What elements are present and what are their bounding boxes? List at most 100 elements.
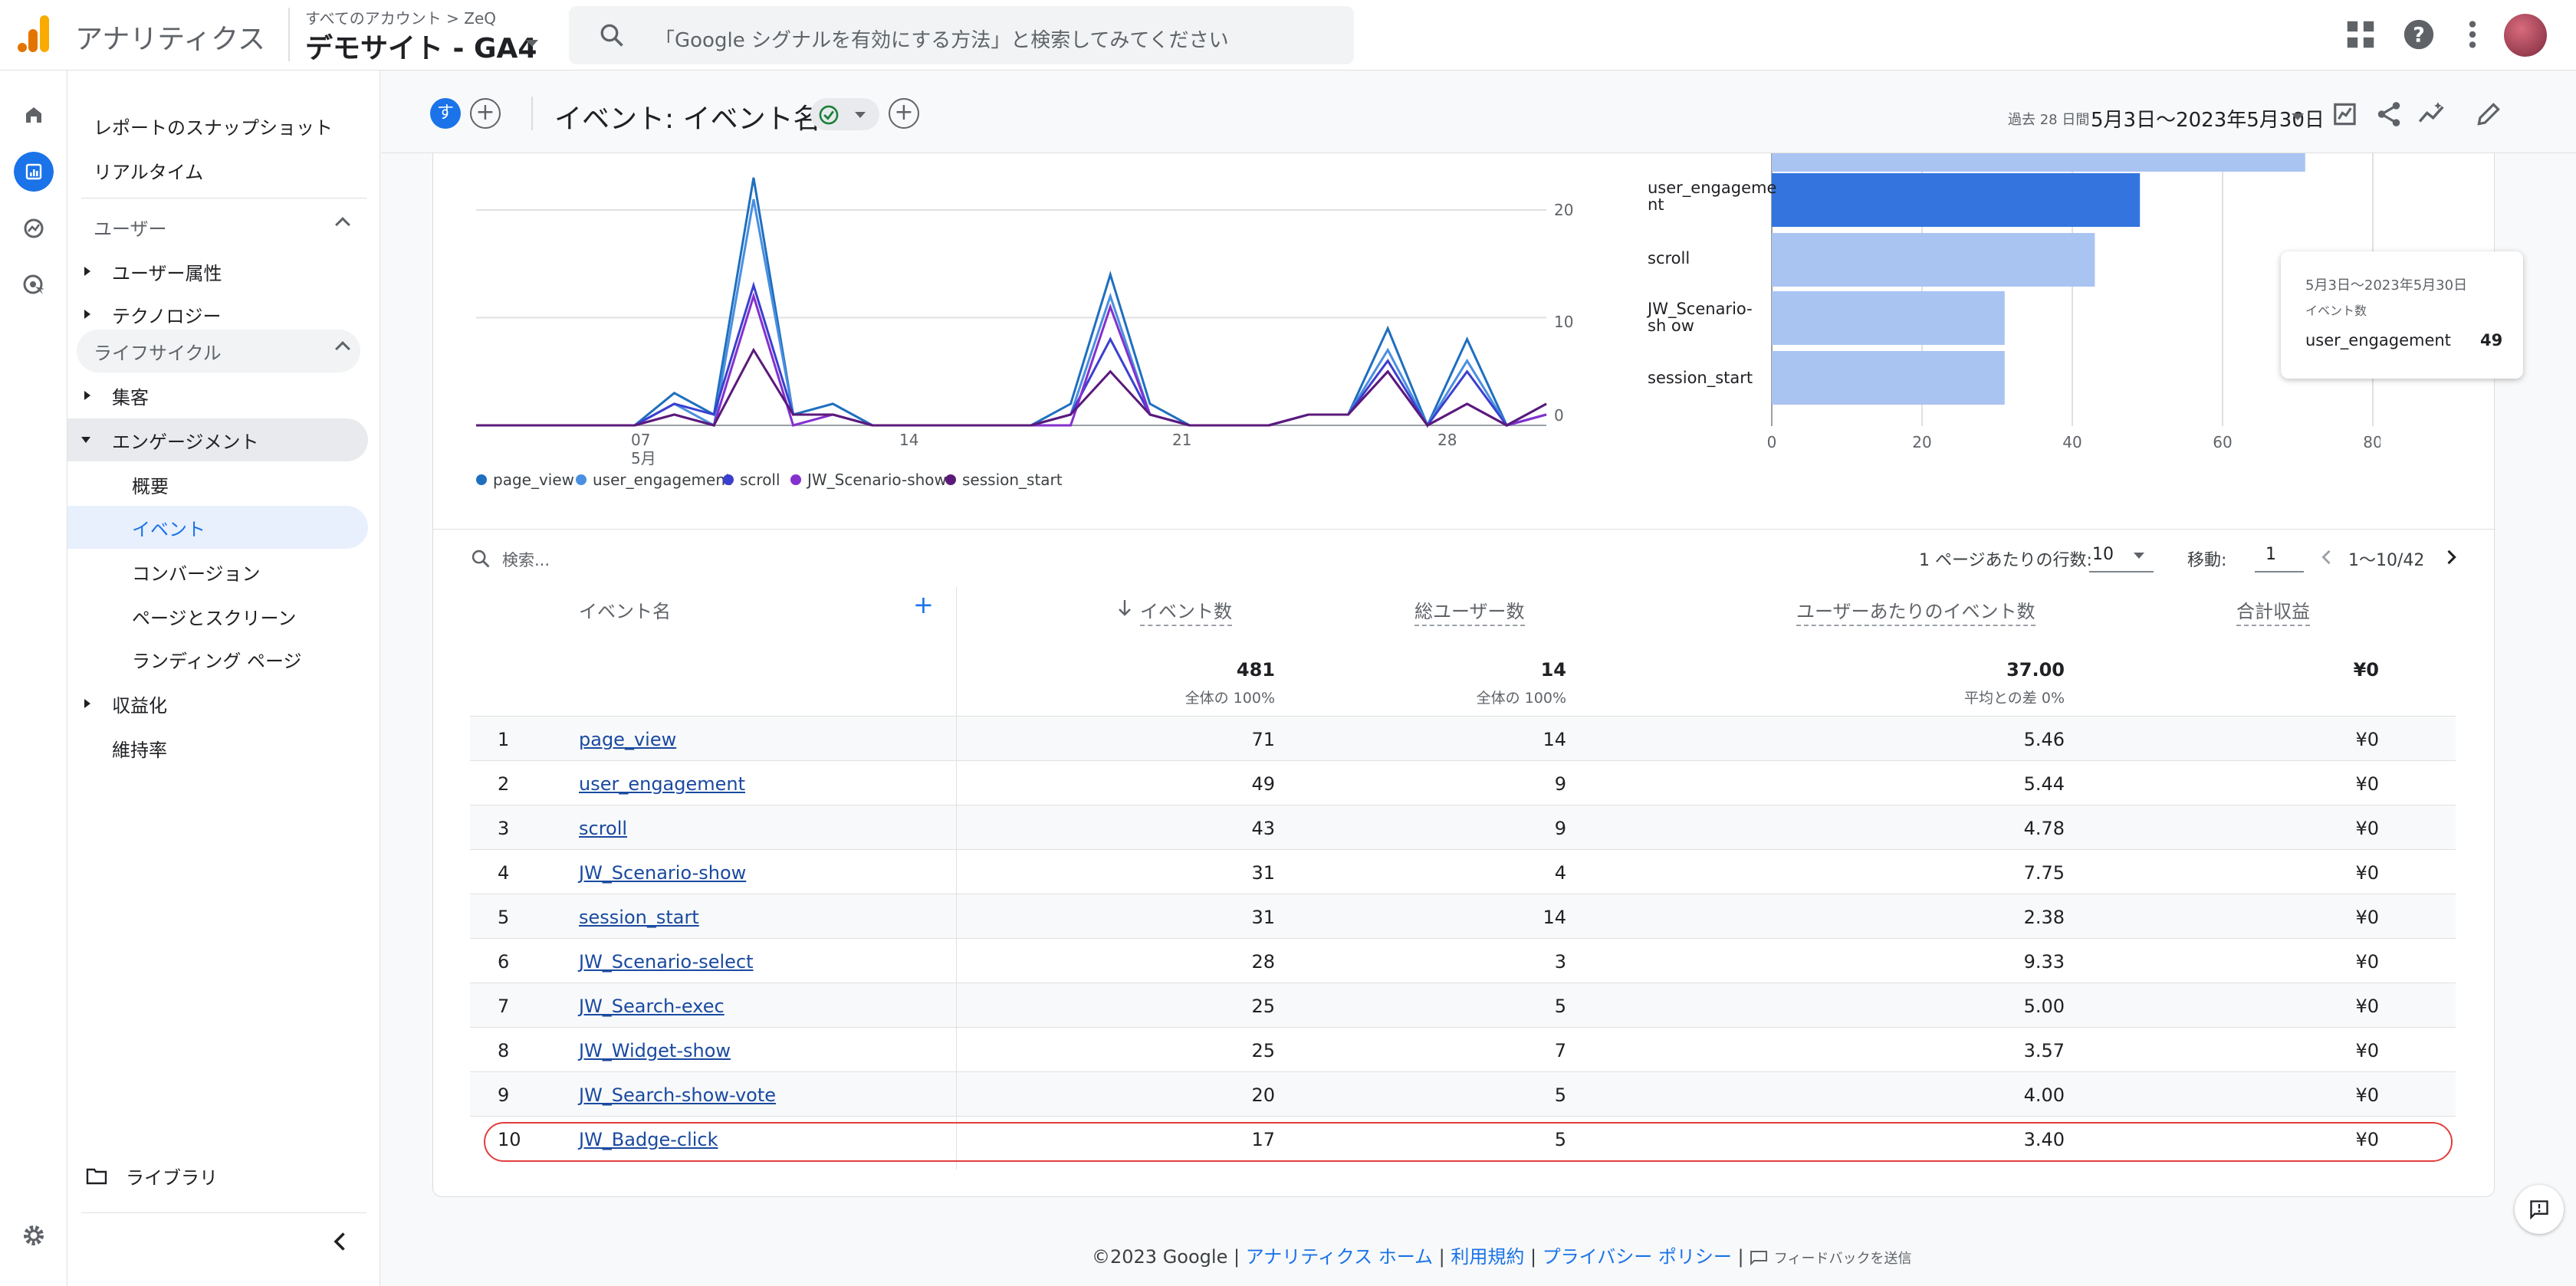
bar-scroll[interactable]	[1772, 233, 2095, 287]
table-search-input[interactable]: 検索...	[502, 551, 550, 569]
legend-item[interactable]: page_view	[476, 471, 574, 489]
bar-session_start[interactable]	[1772, 351, 2005, 405]
nav-realtime[interactable]: リアルタイム	[94, 161, 204, 183]
event-link[interactable]: page_view	[579, 729, 677, 750]
nav-landing-page[interactable]: ランディング ページ	[132, 650, 302, 672]
nav-conversions[interactable]: コンバージョン	[132, 563, 261, 585]
goto-page-input[interactable]: 1	[2255, 539, 2304, 572]
x-tick: 21	[1172, 431, 1192, 449]
legend-item[interactable]: JW_Scenario-show	[790, 471, 947, 489]
advertising-icon[interactable]	[14, 265, 54, 305]
table-row[interactable]: 1 page_view 71 14 5.46 ¥0	[470, 716, 2456, 760]
table-row[interactable]: 8 JW_Widget-show 25 7 3.57 ¥0	[470, 1027, 2456, 1071]
tooltip-date: 5月3日～2023年5月30日	[2305, 277, 2468, 294]
legend-item[interactable]: scroll	[723, 471, 780, 489]
left-rail	[0, 71, 67, 1286]
event-link[interactable]: scroll	[579, 818, 628, 839]
avatar[interactable]	[2504, 14, 2547, 57]
chevron-down-icon[interactable]	[526, 40, 538, 47]
customize-report-icon[interactable]	[2331, 100, 2361, 129]
nav-acquisition[interactable]: 集客	[67, 374, 368, 417]
tooltip-name: user_engagement	[2305, 331, 2451, 349]
table-row[interactable]: 7 JW_Search-exec 25 5 5.00 ¥0	[470, 983, 2456, 1027]
col-header-event-name[interactable]: イベント名	[579, 601, 671, 622]
property-selector[interactable]: デモサイト - GA4	[305, 33, 537, 64]
event-link[interactable]: JW_Widget-show	[579, 1040, 731, 1061]
add-filter-button[interactable]: +	[889, 98, 919, 129]
account-breadcrumb[interactable]: すべてのアカウント > ZeQ	[305, 9, 497, 28]
feedback-link[interactable]: フィードバックを送信	[1750, 1246, 1911, 1268]
collapse-arrow-icon	[81, 437, 90, 443]
analytics-home-link[interactable]: アナリティクス ホーム	[1245, 1246, 1433, 1268]
col-header-revenue[interactable]: 合計収益	[2236, 596, 2310, 626]
rows-per-page-select[interactable]: 10	[2089, 539, 2154, 572]
bar-user_engagement[interactable]	[1772, 173, 2141, 227]
home-icon[interactable]	[14, 95, 54, 135]
more-vert-icon[interactable]	[2455, 17, 2490, 52]
chevron-left-icon[interactable]	[2316, 546, 2338, 568]
event-link[interactable]: JW_Scenario-show	[579, 862, 747, 884]
nav-technology[interactable]: テクノロジー	[67, 293, 368, 336]
series-line-session_start[interactable]	[476, 347, 1547, 427]
col-header-event-count[interactable]: イベント数	[1140, 596, 1232, 626]
apps-grid-icon[interactable]	[2343, 17, 2378, 52]
search-bar[interactable]: 「Google シグナルを有効にする方法」と検索してみてください	[569, 6, 1354, 64]
table-row[interactable]: 3 scroll 43 9 4.78 ¥0	[470, 805, 2456, 849]
explore-icon[interactable]	[14, 208, 54, 248]
collapse-nav-icon[interactable]	[327, 1228, 354, 1255]
total-event-count-sub: 全体の 100%	[1184, 690, 1275, 707]
privacy-link[interactable]: プライバシー ポリシー	[1542, 1246, 1732, 1268]
nav-overview[interactable]: 概要	[132, 475, 169, 497]
table-row[interactable]: 9 JW_Search-show-vote 20 5 4.00 ¥0	[470, 1071, 2456, 1116]
legend-item[interactable]: session_start	[945, 471, 1063, 489]
nav-section-user[interactable]: ユーザー	[67, 205, 368, 248]
table-row[interactable]: 2 user_engagement 49 9 5.44 ¥0	[470, 760, 2456, 805]
insights-icon[interactable]	[2417, 100, 2446, 129]
nav-monetization[interactable]: 収益化	[67, 682, 368, 725]
table-row[interactable]: 4 JW_Scenario-show 31 4 7.75 ¥0	[470, 849, 2456, 894]
chevron-down-icon[interactable]	[2292, 113, 2304, 120]
date-range-picker[interactable]: 5月3日～2023年5月30日	[2091, 109, 2325, 132]
series-line-user_engagement[interactable]	[476, 198, 1547, 428]
series-line-JW_Scenario-show[interactable]	[476, 292, 1547, 427]
nav-engagement[interactable]: エンゲージメント	[67, 418, 368, 461]
nav-library[interactable]: ライブラリ	[67, 1154, 368, 1197]
analytics-logo-icon[interactable]	[17, 14, 51, 54]
nav-pages-screens[interactable]: ページとスクリーン	[132, 607, 297, 629]
event-link[interactable]: JW_Badge-click	[579, 1129, 718, 1150]
gear-icon[interactable]	[14, 1215, 54, 1255]
reports-icon[interactable]	[14, 152, 54, 192]
table-row[interactable]: 6 JW_Scenario-select 28 3 9.33 ¥0	[470, 938, 2456, 983]
edit-pencil-icon[interactable]	[2474, 100, 2503, 129]
bar-page_view[interactable]	[1772, 153, 2305, 172]
event-link[interactable]: session_start	[579, 907, 699, 928]
share-icon[interactable]	[2374, 100, 2404, 129]
nav-section-lifecycle[interactable]: ライフサイクル	[77, 330, 360, 372]
comparison-chip[interactable]: す	[430, 98, 461, 129]
legend-item[interactable]: user_engagement	[576, 471, 731, 489]
bar-JW_Scenario-show[interactable]	[1772, 291, 2005, 345]
help-icon[interactable]: ?	[2401, 17, 2436, 52]
table-row[interactable]: 10 JW_Badge-click 17 5 3.40 ¥0	[470, 1116, 2456, 1160]
sort-arrow-down-icon[interactable]	[1116, 598, 1134, 618]
terms-link[interactable]: 利用規約	[1451, 1246, 1525, 1268]
feedback-button[interactable]	[2515, 1185, 2564, 1234]
event-link[interactable]: JW_Search-exec	[579, 996, 724, 1017]
event-link[interactable]: JW_Scenario-select	[579, 951, 754, 973]
col-header-per-user[interactable]: ユーザーあたりのイベント数	[1796, 596, 2036, 626]
event-link[interactable]: user_engagement	[579, 773, 746, 795]
add-dimension-button[interactable]: +	[913, 590, 934, 619]
nav-retention[interactable]: 維持率	[112, 739, 167, 761]
x-tick: 07	[631, 431, 651, 449]
series-line-page_view[interactable]	[476, 177, 1547, 428]
data-quality-chip[interactable]	[810, 98, 879, 130]
nav-events[interactable]: イベント	[67, 506, 368, 549]
nav-user-attributes[interactable]: ユーザー属性	[67, 250, 368, 293]
col-header-total-users[interactable]: 総ユーザー数	[1414, 596, 1525, 626]
nav-snapshot[interactable]: レポートのスナップショット	[94, 116, 333, 139]
add-comparison-button[interactable]: +	[470, 98, 501, 129]
table-row[interactable]: 5 session_start 31 14 2.38 ¥0	[470, 894, 2456, 938]
x-tick: 60	[2213, 433, 2232, 451]
chevron-right-icon[interactable]	[2440, 546, 2462, 568]
event-link[interactable]: JW_Search-show-vote	[579, 1084, 777, 1106]
